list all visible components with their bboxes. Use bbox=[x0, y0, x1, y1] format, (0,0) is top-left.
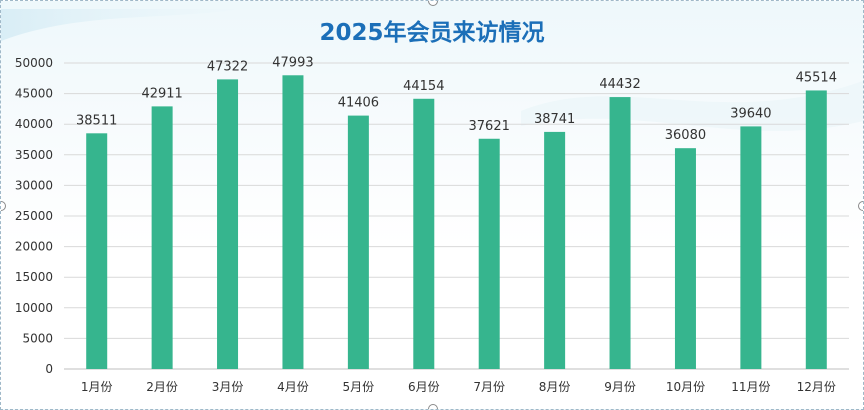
data-label: 44432 bbox=[599, 77, 640, 92]
data-label: 41406 bbox=[338, 96, 379, 111]
y-tick-label: 20000 bbox=[15, 240, 53, 254]
bar[interactable] bbox=[740, 126, 762, 369]
bar[interactable] bbox=[609, 97, 631, 369]
x-tick-label: 1月份 bbox=[81, 380, 113, 394]
data-label: 36080 bbox=[665, 128, 706, 143]
x-tick-label: 11月份 bbox=[731, 380, 770, 394]
x-tick-label: 8月份 bbox=[539, 380, 571, 394]
bar[interactable] bbox=[151, 106, 173, 370]
resize-handle-bottom[interactable] bbox=[428, 404, 438, 409]
bar[interactable] bbox=[282, 75, 304, 369]
bar[interactable] bbox=[544, 131, 566, 369]
data-label: 38511 bbox=[76, 113, 117, 128]
x-tick-label: 7月份 bbox=[473, 380, 505, 394]
y-tick-label: 50000 bbox=[15, 56, 53, 70]
data-label: 38741 bbox=[534, 112, 575, 127]
y-tick-label: 0 bbox=[45, 362, 53, 376]
data-label: 37621 bbox=[469, 119, 510, 134]
background-wave bbox=[1, 9, 241, 41]
data-label: 45514 bbox=[796, 70, 837, 85]
data-label: 47993 bbox=[272, 55, 313, 70]
x-tick-label: 12月份 bbox=[797, 380, 836, 394]
bar[interactable] bbox=[347, 115, 369, 370]
bar[interactable] bbox=[674, 148, 696, 369]
bar[interactable] bbox=[413, 98, 435, 369]
y-tick-label: 45000 bbox=[15, 87, 53, 101]
data-label: 42911 bbox=[141, 86, 182, 101]
x-tick-label: 10月份 bbox=[666, 380, 705, 394]
y-tick-label: 35000 bbox=[15, 148, 53, 162]
bar[interactable] bbox=[217, 79, 239, 370]
y-tick-label: 30000 bbox=[15, 178, 53, 192]
y-tick-label: 15000 bbox=[15, 270, 53, 284]
x-tick-label: 9月份 bbox=[604, 380, 636, 394]
x-tick-label: 3月份 bbox=[212, 380, 244, 394]
y-tick-label: 5000 bbox=[22, 331, 53, 345]
bar[interactable] bbox=[478, 138, 500, 369]
x-tick-label: 2月份 bbox=[146, 380, 178, 394]
data-label: 47322 bbox=[207, 59, 248, 74]
y-tick-label: 10000 bbox=[15, 301, 53, 315]
resize-handle-right[interactable] bbox=[858, 201, 863, 211]
x-tick-label: 6月份 bbox=[408, 380, 440, 394]
bar[interactable] bbox=[805, 90, 827, 370]
data-label: 39640 bbox=[730, 106, 771, 121]
x-tick-label: 4月份 bbox=[277, 380, 309, 394]
chart-title: 2025年会员来访情况 bbox=[319, 20, 545, 46]
x-tick-label: 5月份 bbox=[343, 380, 375, 394]
bar[interactable] bbox=[86, 133, 108, 369]
data-label: 44154 bbox=[403, 79, 444, 94]
y-tick-label: 25000 bbox=[15, 209, 53, 223]
background-wave-2 bbox=[521, 81, 863, 131]
y-tick-label: 40000 bbox=[15, 117, 53, 131]
